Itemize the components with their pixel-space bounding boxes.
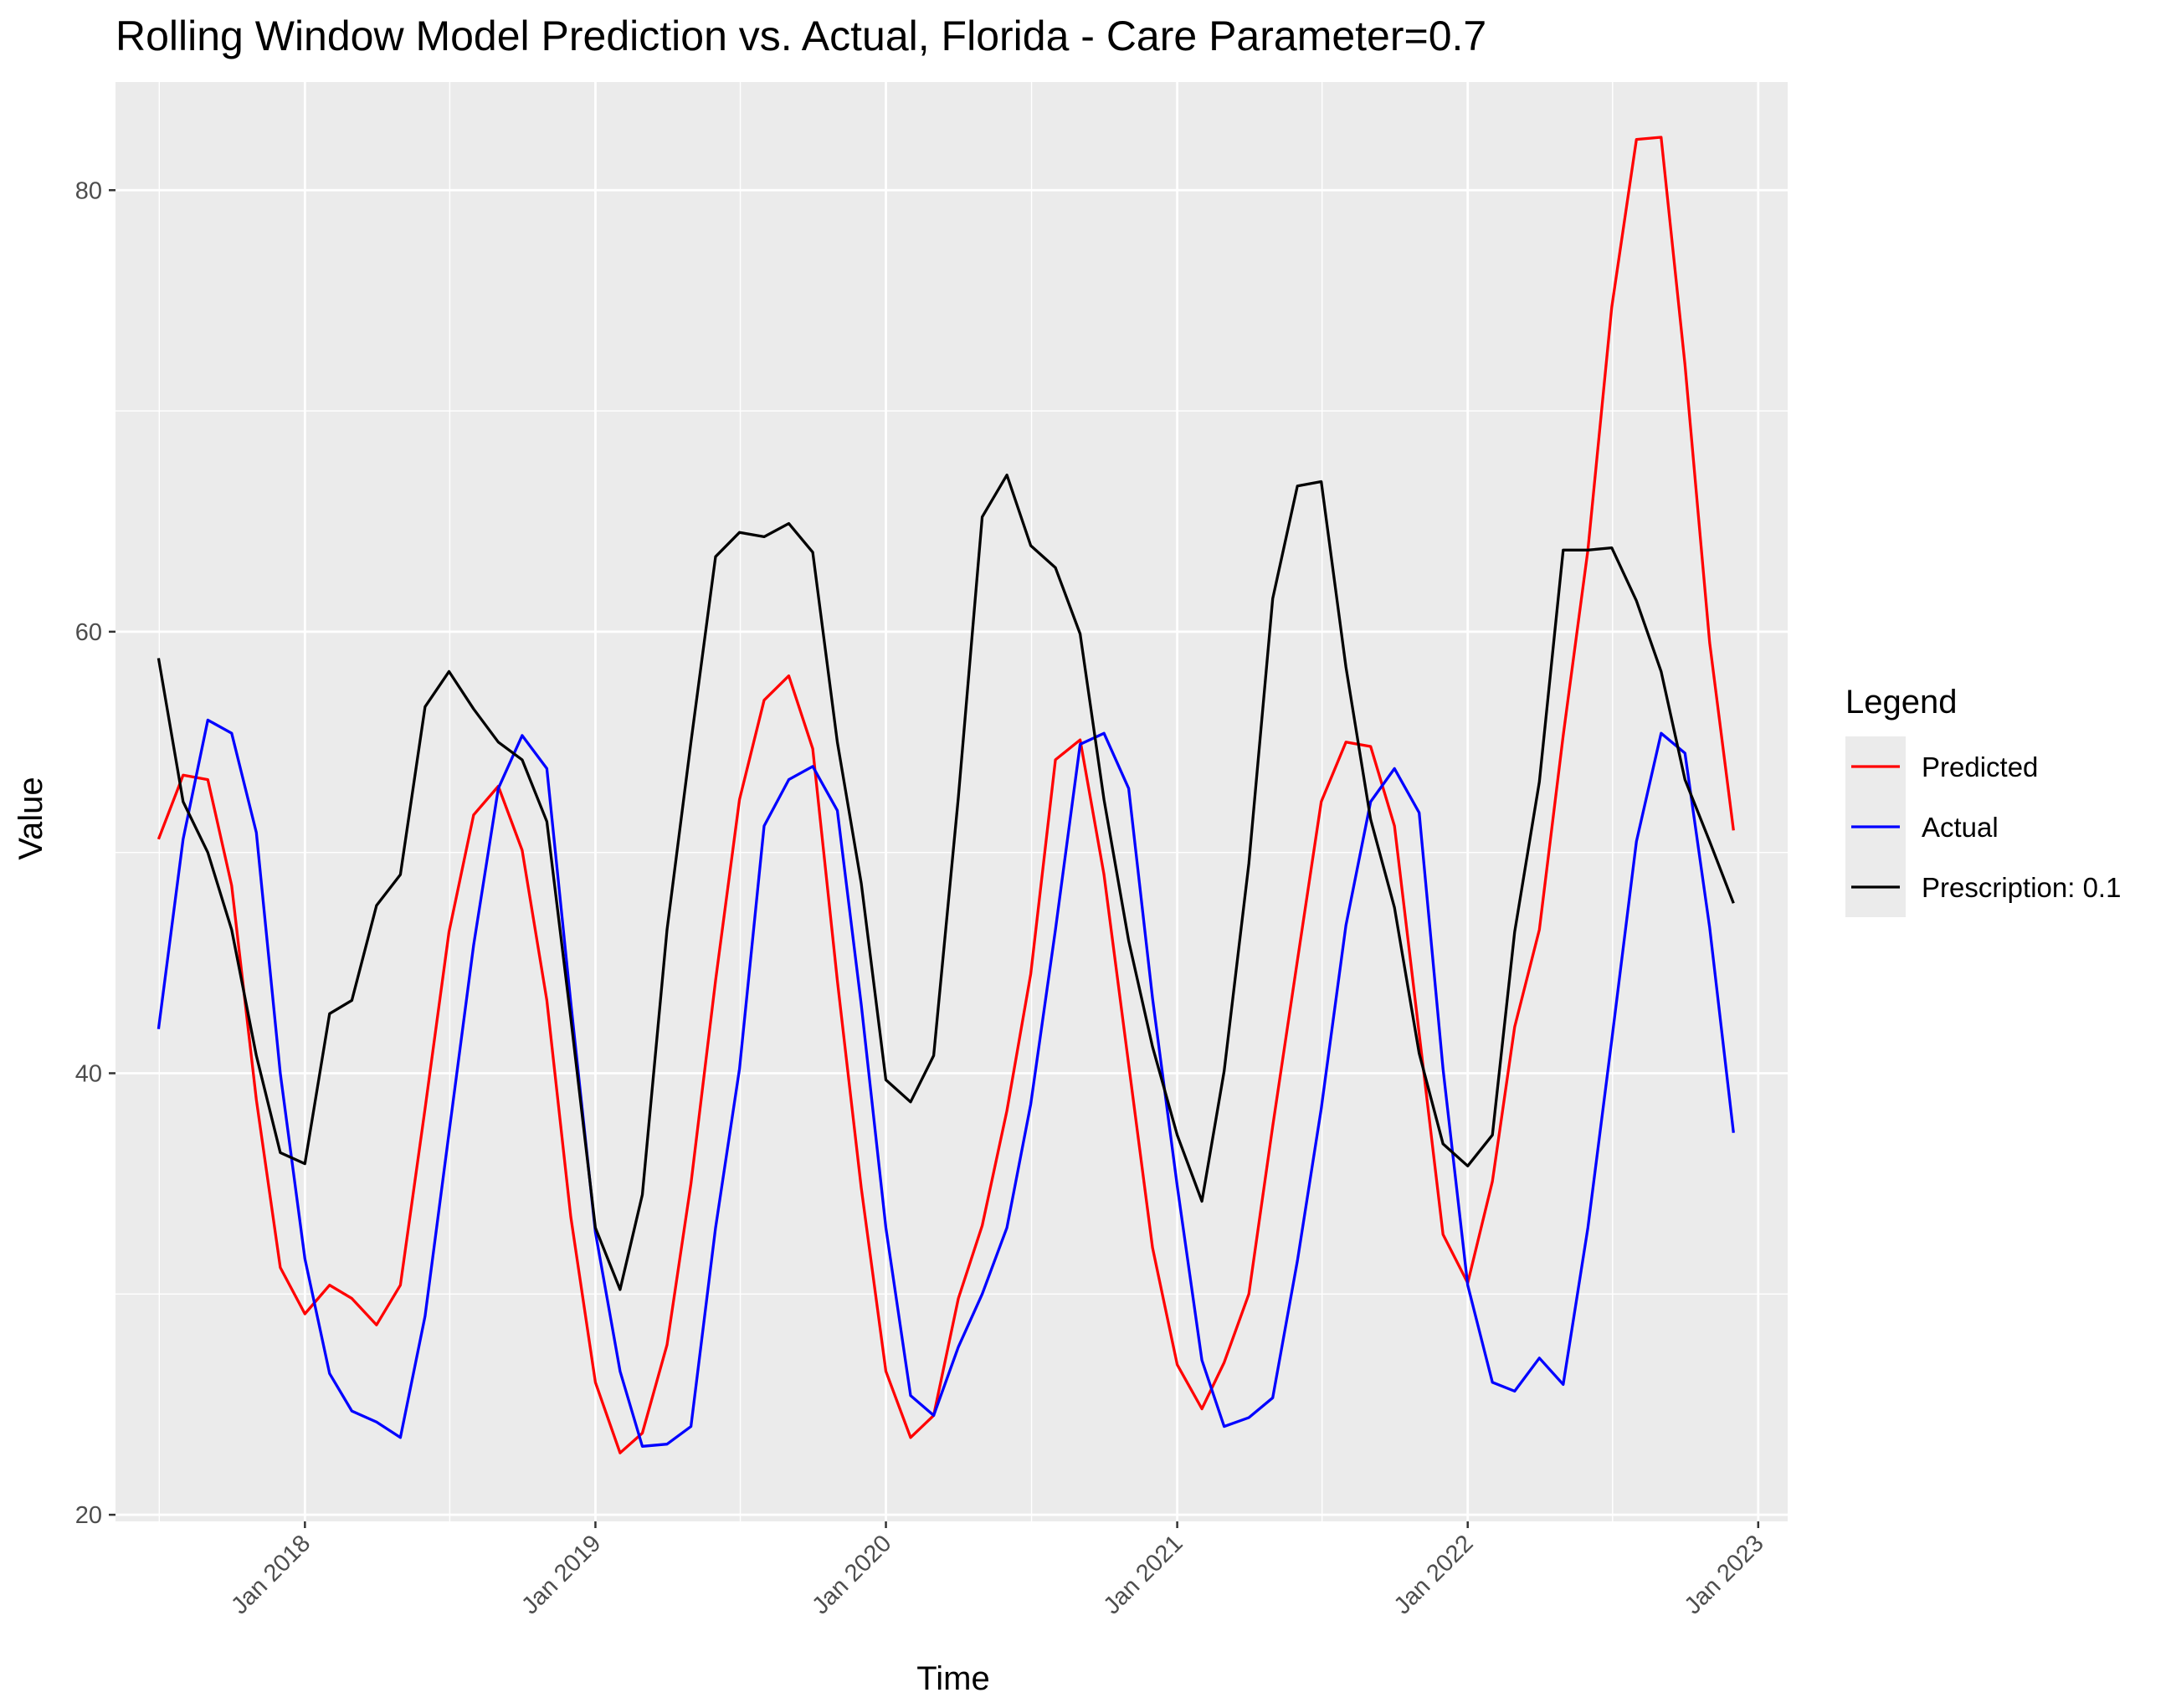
y-tick-label: 80	[75, 177, 102, 204]
series-line-actual	[157, 718, 1735, 1448]
y-tick-label: 20	[75, 1502, 102, 1529]
x-tick-label: Jan 2022	[1389, 1530, 1479, 1619]
series-line-predicted	[157, 136, 1735, 1454]
chart-title: Rolling Window Model Prediction vs. Actu…	[115, 13, 1486, 59]
x-tick-label: Jan 2018	[226, 1530, 316, 1619]
x-tick-label: Jan 2020	[807, 1530, 896, 1619]
plot-panel	[115, 82, 1788, 1521]
y-tick-label: 60	[75, 619, 102, 646]
x-tick-label: Jan 2021	[1099, 1530, 1188, 1619]
legend-label: Prescription: 0.1	[1922, 872, 2121, 903]
y-axis-title: Value	[13, 777, 49, 859]
x-tick-label: Jan 2019	[516, 1530, 606, 1619]
series-lines	[157, 136, 1735, 1454]
legend-title: Legend	[1845, 684, 1957, 721]
x-axis-title: Time	[916, 1660, 989, 1697]
legend-label: Predicted	[1922, 751, 2038, 782]
legend-label: Actual	[1922, 812, 1999, 843]
x-tick-label: Jan 2023	[1680, 1530, 1769, 1619]
series-line-prescription-0-1	[157, 473, 1735, 1291]
legend: Legend Predicted Actual Prescription: 0.1	[1845, 684, 2121, 917]
y-tick-label: 40	[75, 1060, 102, 1087]
